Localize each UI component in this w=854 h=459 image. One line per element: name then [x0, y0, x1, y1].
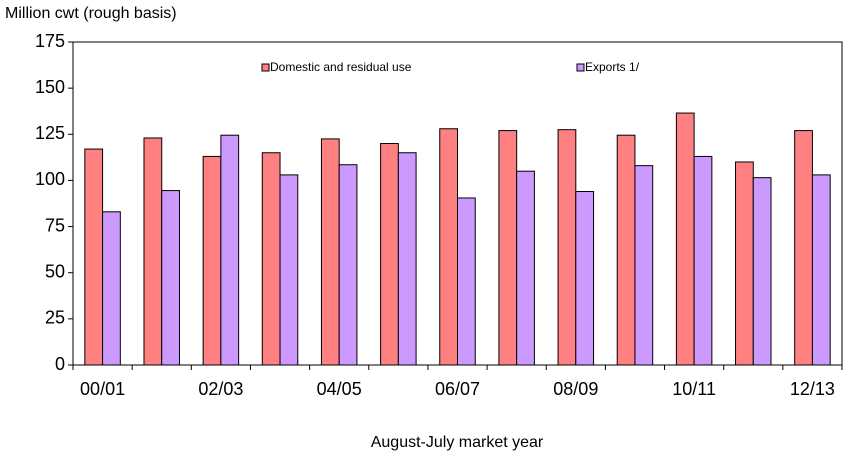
- bar: [84, 148, 104, 366]
- bar: [102, 211, 121, 366]
- bar: [261, 152, 281, 366]
- x-tick-label: 10/11: [672, 379, 716, 399]
- bar: [752, 177, 772, 366]
- y-tick-label: 125: [35, 123, 65, 143]
- x-tick-label: 02/03: [198, 379, 243, 399]
- legend-label: Domestic and residual use: [270, 60, 412, 74]
- bar: [557, 129, 577, 366]
- bar: [675, 112, 695, 366]
- bar: [380, 143, 399, 366]
- bar: [498, 130, 518, 366]
- bar: [575, 191, 595, 366]
- bar: [439, 128, 458, 366]
- bar: [811, 174, 831, 366]
- x-tick-label: 12/13: [790, 379, 835, 399]
- x-tick-label: 04/05: [317, 379, 362, 399]
- x-tick-label: 06/07: [435, 379, 480, 399]
- y-tick-label: 75: [45, 215, 65, 235]
- bar: [735, 161, 754, 366]
- bar: [634, 165, 654, 366]
- x-tick-label: 00/01: [80, 379, 125, 399]
- bar: [320, 138, 340, 366]
- y-tick-label: 0: [55, 354, 65, 374]
- bar: [220, 134, 240, 366]
- bar: [693, 155, 713, 366]
- bar: [202, 155, 222, 366]
- legend-swatch: [261, 63, 270, 72]
- y-tick-label: 175: [35, 31, 65, 51]
- y-tick-label: 100: [35, 169, 65, 189]
- legend-label: Exports 1/: [585, 60, 640, 74]
- x-axis-label: August-July market year: [371, 434, 544, 451]
- y-tick-label: 25: [45, 308, 65, 328]
- y-tick-label: 50: [45, 261, 65, 281]
- bar: [397, 152, 417, 366]
- bar: [279, 174, 299, 366]
- bar: [794, 130, 813, 366]
- bar: [143, 137, 163, 366]
- legend-swatch: [576, 63, 585, 72]
- bar: [616, 134, 636, 366]
- bar: [516, 170, 535, 366]
- bar: [161, 190, 180, 366]
- bar: [338, 164, 358, 366]
- y-tick-label: 150: [35, 77, 65, 97]
- y-axis-label: Million cwt (rough basis): [5, 5, 177, 22]
- bar: [457, 197, 476, 366]
- x-tick-label: 08/09: [553, 379, 598, 399]
